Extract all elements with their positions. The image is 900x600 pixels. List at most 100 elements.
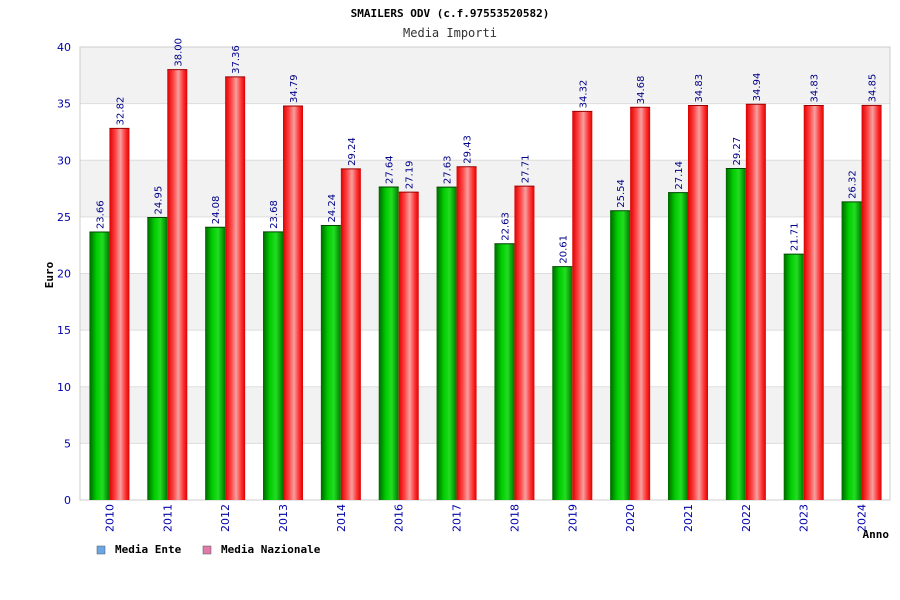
x-tick-label: 2016 <box>393 504 406 532</box>
value-label: 20.61 <box>558 235 569 264</box>
bar-media-ente <box>841 201 862 500</box>
plot-band <box>80 443 890 500</box>
bar-media-nazionale <box>225 76 246 500</box>
legend: Media Ente Media Nazionale <box>96 543 321 556</box>
bar-media-ente <box>205 227 226 500</box>
bar-media-nazionale <box>803 105 824 501</box>
plot-background <box>79 46 891 501</box>
y-tick-label: 10 <box>57 381 71 394</box>
bar-media-nazionale <box>630 107 651 501</box>
value-label: 34.83 <box>810 74 821 103</box>
plot-band <box>80 273 890 331</box>
legend-label: Media Nazionale <box>221 543 321 556</box>
value-label: 25.54 <box>616 179 627 208</box>
bar-media-ente <box>436 187 457 500</box>
value-label: 27.71 <box>520 155 531 184</box>
value-label: 27.14 <box>674 161 685 190</box>
value-label: 21.71 <box>790 222 801 251</box>
x-tick-label: 2010 <box>103 504 116 532</box>
x-tick-label: 2022 <box>740 504 753 532</box>
value-label: 38.00 <box>173 38 184 67</box>
x-tick-label: 2014 <box>335 504 348 532</box>
value-label: 26.32 <box>848 170 859 199</box>
plot-frame <box>79 46 891 501</box>
legend-swatch-media-nazionale <box>202 545 212 555</box>
bar-media-ente <box>89 232 110 500</box>
plot-band <box>80 47 890 104</box>
y-axis-ticks: 0 5 10 15 20 25 30 35 40 <box>57 41 71 507</box>
y-tick-label: 5 <box>64 437 71 450</box>
value-label: 27.64 <box>385 155 396 184</box>
x-tick-label: 2012 <box>219 504 232 532</box>
value-label: 34.32 <box>578 80 589 109</box>
x-tick-label: 2021 <box>682 504 695 532</box>
bar-media-nazionale <box>167 69 188 501</box>
bar-media-ente <box>378 186 399 501</box>
bar-media-ente <box>610 210 631 500</box>
y-tick-label: 20 <box>57 268 71 281</box>
chart-subtitle: Media Importi <box>403 26 497 40</box>
value-label: 34.68 <box>636 76 647 105</box>
plot-band <box>80 160 890 217</box>
plot-band <box>80 386 890 444</box>
bar-media-nazionale <box>514 186 535 500</box>
bar-media-nazionale <box>456 166 477 500</box>
x-tick-label: 2024 <box>856 504 869 532</box>
value-label: 37.36 <box>231 45 242 74</box>
value-label: 29.27 <box>732 137 743 166</box>
y-tick-label: 15 <box>57 324 71 337</box>
x-axis-label: Anno <box>863 528 890 541</box>
bar-media-ente <box>783 254 804 500</box>
x-tick-label: 2011 <box>161 504 174 532</box>
bar-media-ente <box>263 231 283 500</box>
value-label: 27.19 <box>405 160 416 189</box>
bar-media-nazionale <box>861 105 882 500</box>
x-tick-label: 2019 <box>566 504 579 532</box>
bar-media-ente <box>552 266 573 500</box>
x-axis-ticks: 2010 2011 2012 2013 2014 2016 2017 2018 2019 2020… <box>103 504 868 532</box>
chart-title: SMAILERS ODV (c.f.97553520582) <box>351 7 550 20</box>
bar-media-ente <box>668 192 688 500</box>
bar-media-nazionale <box>283 106 303 501</box>
bar-media-nazionale <box>745 104 766 500</box>
value-label: 32.82 <box>115 97 126 126</box>
bar-media-ente <box>320 225 341 500</box>
bar-media-ente <box>725 168 746 500</box>
bar-media-nazionale <box>398 192 419 501</box>
bar-media-ente <box>494 243 515 500</box>
y-tick-label: 30 <box>57 154 71 167</box>
legend-swatch-media-ente <box>96 545 106 555</box>
legend-label: Media Ente <box>115 543 182 556</box>
y-tick-label: 40 <box>57 41 71 54</box>
value-label: 24.95 <box>153 186 164 215</box>
value-label: 34.79 <box>289 74 300 103</box>
x-tick-label: 2017 <box>451 504 464 532</box>
bar-media-nazionale <box>109 128 130 500</box>
bar-media-nazionale <box>688 105 708 501</box>
value-label: 27.63 <box>443 155 454 184</box>
bar-media-nazionale <box>340 168 361 500</box>
x-tick-label: 2013 <box>277 504 290 532</box>
value-label: 23.66 <box>95 200 106 229</box>
x-tick-label: 2018 <box>508 504 521 532</box>
value-label: 24.08 <box>211 196 222 225</box>
plot-band <box>80 216 890 274</box>
value-label: 22.63 <box>500 212 511 241</box>
bars <box>89 69 882 501</box>
x-tick-label: 2020 <box>624 504 637 532</box>
value-label: 34.85 <box>868 74 879 103</box>
y-axis-label: Euro <box>43 261 56 288</box>
value-label: 29.43 <box>463 135 474 164</box>
value-label: 34.83 <box>694 74 705 103</box>
y-tick-label: 25 <box>57 211 71 224</box>
value-label: 29.24 <box>347 137 358 166</box>
plot-band <box>80 103 890 161</box>
value-label: 24.24 <box>327 194 338 223</box>
plot-band <box>80 330 890 387</box>
value-labels: 23.66 32.82 24.95 38.00 24.08 37.36 23.68 34.79… <box>95 38 878 264</box>
value-label: 23.68 <box>269 200 280 229</box>
bar-media-ente <box>147 217 168 500</box>
y-tick-label: 35 <box>57 98 71 111</box>
x-tick-label: 2023 <box>798 504 811 532</box>
